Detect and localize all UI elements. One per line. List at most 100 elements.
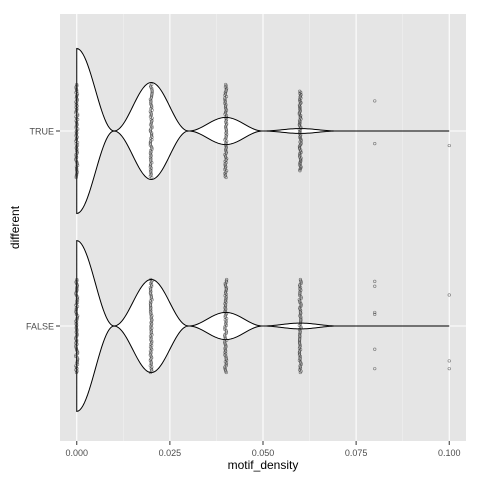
- data-point: [299, 295, 303, 299]
- data-point: [223, 154, 228, 158]
- y-axis: TRUE FALSE: [26, 127, 60, 332]
- data-point: [149, 101, 153, 105]
- data-point: [74, 109, 78, 114]
- data-point: [224, 150, 229, 154]
- data-point: [224, 175, 228, 180]
- x-axis: 0.000 0.025 0.050 0.075 0.100: [65, 441, 461, 458]
- data-point: [149, 311, 153, 315]
- x-tick-label: 0.075: [345, 448, 368, 458]
- data-point: [447, 367, 451, 371]
- violins: [76, 47, 450, 412]
- data-point: [75, 316, 79, 321]
- y-axis-title: different: [8, 205, 22, 249]
- data-point: [150, 368, 154, 372]
- data-point: [447, 359, 451, 363]
- data-point: [298, 169, 302, 173]
- x-tick-label: 0.000: [65, 448, 88, 458]
- data-point: [148, 128, 152, 132]
- data-point: [74, 174, 78, 178]
- data-point: [149, 361, 153, 365]
- data-point: [150, 146, 154, 150]
- data-point: [148, 163, 153, 168]
- data-point: [447, 293, 451, 297]
- data-point: [299, 280, 303, 284]
- data-point: [148, 291, 152, 295]
- y-tick-label: FALSE: [26, 322, 54, 332]
- data-point: [224, 88, 228, 92]
- x-tick-label: 0.050: [252, 448, 275, 458]
- data-point: [224, 362, 228, 367]
- data-point: [297, 352, 302, 356]
- data-point: [149, 171, 153, 176]
- data-point: [373, 310, 377, 315]
- violin-true: [76, 47, 450, 215]
- data-point: [75, 97, 79, 101]
- x-tick-label: 0.100: [438, 448, 461, 458]
- data-point: [298, 299, 302, 303]
- data-point: [223, 335, 227, 340]
- data-point: [149, 350, 153, 354]
- data-point: [150, 283, 154, 287]
- data-point: [75, 333, 79, 337]
- data-point: [224, 330, 229, 334]
- data-point: [150, 175, 154, 180]
- data-point: [223, 326, 227, 330]
- violin-false: [76, 240, 450, 412]
- data-point: [224, 165, 228, 169]
- x-axis-title: motif_density: [228, 458, 299, 472]
- data-point: [75, 277, 79, 282]
- data-point: [149, 134, 154, 138]
- data-point: [223, 341, 227, 345]
- data-point: [148, 142, 153, 146]
- data-point: [299, 321, 303, 325]
- data-point: [74, 124, 78, 128]
- data-point: [373, 142, 377, 146]
- data-point: [373, 279, 377, 283]
- data-point: [298, 306, 302, 310]
- x-tick-label: 0.025: [159, 448, 182, 458]
- data-point: [373, 99, 377, 103]
- data-point: [74, 132, 79, 136]
- data-point: [298, 292, 302, 296]
- data-point: [299, 325, 303, 329]
- data-point: [75, 338, 79, 342]
- data-point: [150, 339, 154, 344]
- data-points: [74, 82, 451, 375]
- data-point: [75, 131, 79, 135]
- data-point: [223, 283, 227, 287]
- data-point: [373, 347, 377, 351]
- data-point: [150, 318, 154, 322]
- data-point: [224, 109, 228, 114]
- data-point: [148, 370, 153, 375]
- data-point: [74, 311, 79, 315]
- data-point: [447, 143, 451, 148]
- data-point: [298, 283, 302, 287]
- data-point: [149, 330, 153, 334]
- data-point: [149, 120, 154, 124]
- data-point: [74, 175, 78, 180]
- data-point: [149, 112, 154, 116]
- data-point: [150, 104, 154, 108]
- data-point: [76, 112, 80, 116]
- data-point: [149, 158, 153, 162]
- data-point: [224, 343, 228, 348]
- data-point: [75, 150, 79, 154]
- data-point: [223, 368, 227, 372]
- data-point: [150, 124, 154, 128]
- data-point: [223, 314, 227, 318]
- data-point: [148, 84, 153, 88]
- data-point: [298, 168, 302, 172]
- data-point: [223, 105, 228, 109]
- data-point: [224, 370, 228, 375]
- data-point: [149, 295, 153, 299]
- data-point: [297, 111, 301, 115]
- data-point: [373, 367, 377, 371]
- data-point: [299, 361, 303, 365]
- y-tick-label: TRUE: [30, 127, 55, 137]
- data-point: [76, 350, 80, 354]
- data-point: [74, 370, 79, 375]
- data-point: [373, 284, 377, 288]
- data-point: [74, 335, 78, 340]
- data-point: [149, 315, 153, 319]
